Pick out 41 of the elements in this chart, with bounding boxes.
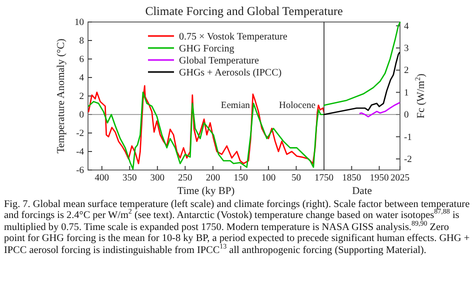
y2-tick-label: -2 [404, 154, 412, 165]
x-tick-label: 250 [178, 174, 193, 184]
y-tick-label: -2 [76, 129, 84, 140]
x-tick-label: 200 [206, 174, 220, 184]
x-tick-label: 150 [234, 174, 248, 184]
x-axis-title: Time (ky BP) [177, 186, 236, 197]
line-series [359, 102, 400, 118]
x-axis-title: Date [352, 186, 372, 197]
y2-tick-label: 3 [404, 44, 409, 54]
y-tick-label: -6 [76, 166, 84, 176]
y2-tick-label: 1 [404, 88, 409, 98]
y-axis-title: Temperature Anomaly (°C) [56, 38, 67, 154]
y-tick-label: 8 [79, 36, 84, 47]
y2-tick-label: 4 [404, 22, 409, 32]
x-tick-label: 50 [291, 174, 302, 184]
legend-label: 0.75 × Vostok Temperature [179, 32, 288, 42]
annotation: Eemian [220, 101, 250, 112]
y2-tick-label: 2 [404, 66, 409, 76]
annotation: Holocene [279, 101, 316, 112]
x-tick-label: 300 [150, 174, 165, 184]
y2-tick-label: 0 [404, 110, 409, 121]
x-tick-label: 400 [94, 174, 110, 184]
y-tick-label: 4 [79, 74, 84, 84]
y2-tick-label: -1 [404, 132, 412, 143]
x-tick-label: 1950 [370, 174, 390, 184]
x-tick-label: 350 [122, 174, 138, 184]
x-tick-label: 1850 [342, 174, 362, 184]
y-tick-label: 6 [79, 55, 84, 66]
text: Fig. 7. Global mean surface temperature (left scale) and climate forcings (right). Scale factor between temperature and forcings is 2.4°C per W/m$^{2}$ (see text). Antarctic (Vostok) temperature change based on water isotopes$^{87,88}$ is multiplied by 0.75. Time scale is expanded post 1750. Modern temperature is NASA GISS analysis.$^{89,90}$ Zero point for GHG forcing is the mean for 10-8 ky BP, a period expected to precede significant human effects. GHG + IPCC aerosol forcing is indistinguishable from IPCC$^{13}$ all anthropogenic forcing (Supporting Material). [4, 199, 470, 256]
line-series [323, 22, 401, 106]
x-tick-label: 100 [261, 174, 276, 184]
y-tick-label: 10 [74, 18, 84, 28]
y-tick-label: 0 [79, 110, 84, 121]
y-tick-label: 2 [79, 92, 84, 102]
y-tick-label: -4 [76, 148, 84, 158]
chart-title: Climate Forcing and Global Temperature [145, 4, 343, 18]
text: Global Temperature [179, 56, 259, 66]
x-tick-label: 1750 [314, 174, 334, 184]
text: GHGs + Aerosols (IPCC) [179, 68, 282, 78]
legend-label: GHG Forcing [179, 44, 234, 54]
x-tick-label: 2025 [390, 174, 410, 184]
